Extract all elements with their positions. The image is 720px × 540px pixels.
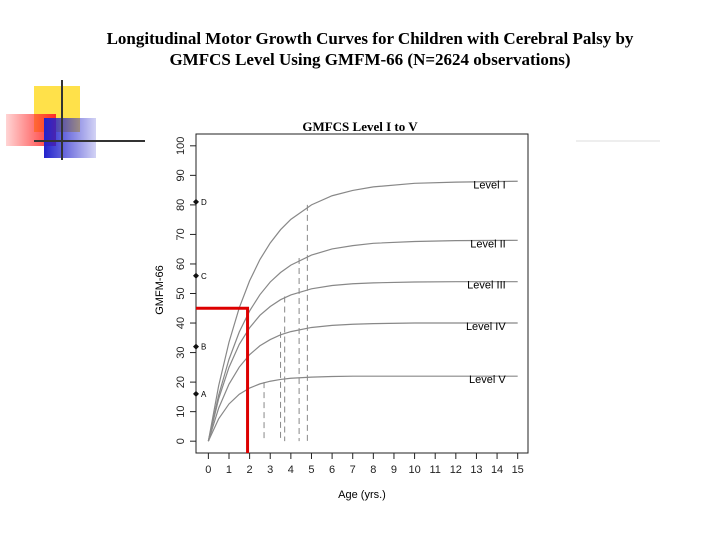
x-tick-label: 5 <box>308 464 314 476</box>
y-tick-label: 30 <box>175 346 187 358</box>
x-tick-label: 12 <box>450 464 462 476</box>
series-label: Level III <box>467 280 506 292</box>
series-label: Level V <box>469 374 506 386</box>
x-tick-label: 13 <box>470 464 482 476</box>
x-tick-label: 14 <box>491 464 503 476</box>
x-tick-label: 9 <box>391 464 397 476</box>
x-tick-label: 8 <box>370 464 376 476</box>
x-tick-label: 1 <box>226 464 232 476</box>
y-tick-label: 60 <box>175 258 187 270</box>
axis-marker-label: B <box>201 343 206 352</box>
x-tick-label: 15 <box>512 464 524 476</box>
axis-marker <box>193 198 199 205</box>
y-tick-label: 20 <box>175 376 187 388</box>
chart-title: GMFCS Level I to V <box>302 119 418 134</box>
x-tick-label: 6 <box>329 464 335 476</box>
series-label: Level II <box>470 238 505 250</box>
y-tick-label: 80 <box>175 199 187 211</box>
series-line <box>207 375 518 442</box>
axis-marker <box>193 343 199 350</box>
series-line <box>207 180 518 442</box>
slide-title: GMFCS Level Using GMFM-66 (N=2624 observ… <box>169 50 570 69</box>
axis-marker <box>193 390 199 397</box>
decoration <box>6 80 660 160</box>
series-line <box>207 239 518 442</box>
y-tick-label: 50 <box>175 287 187 299</box>
x-tick-label: 10 <box>408 464 420 476</box>
x-tick-label: 11 <box>429 464 440 476</box>
axis-marker <box>193 272 199 279</box>
series-label: Level I <box>473 179 505 191</box>
y-tick-label: 0 <box>175 438 187 444</box>
slide-title: Longitudinal Motor Growth Curves for Chi… <box>107 29 634 48</box>
y-tick-label: 10 <box>175 406 187 418</box>
x-tick-label: 2 <box>247 464 253 476</box>
x-tick-label: 7 <box>350 464 356 476</box>
y-tick-label: 90 <box>175 169 187 181</box>
axis-marker-label: D <box>201 198 207 207</box>
x-tick-label: 0 <box>205 464 211 476</box>
axis-marker-label: A <box>201 390 207 399</box>
x-tick-label: 3 <box>267 464 273 476</box>
y-tick-label: 40 <box>175 317 187 329</box>
y-tick-label: 70 <box>175 228 187 240</box>
y-axis-label: GMFM-66 <box>154 265 166 315</box>
x-axis-label: Age (yrs.) <box>338 489 386 501</box>
axis-marker-label: C <box>201 272 207 281</box>
x-tick-label: 4 <box>288 464 294 476</box>
series-label: Level IV <box>466 321 506 333</box>
y-tick-label: 100 <box>175 137 187 155</box>
series-line <box>207 322 518 442</box>
highlight-line <box>196 306 250 453</box>
series-line <box>207 281 518 442</box>
